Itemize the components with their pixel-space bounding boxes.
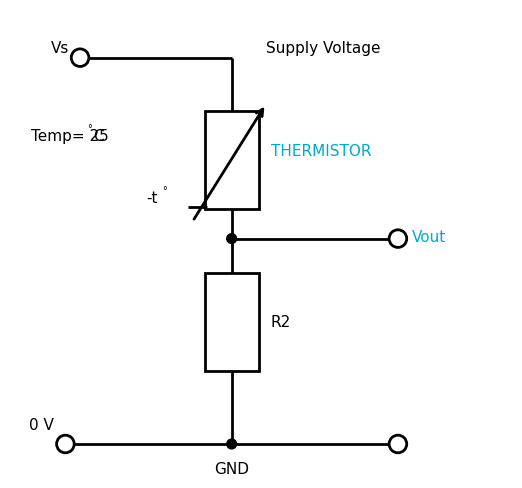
Text: THERMISTOR: THERMISTOR <box>271 144 371 159</box>
Circle shape <box>227 234 236 244</box>
Bar <box>205 112 258 210</box>
Text: -t: -t <box>146 190 158 205</box>
Bar <box>205 273 258 371</box>
Circle shape <box>227 439 236 449</box>
Text: 0 V: 0 V <box>29 417 54 432</box>
Text: C: C <box>93 129 104 144</box>
Text: Vout: Vout <box>412 229 446 244</box>
Text: °: ° <box>87 124 92 134</box>
Text: GND: GND <box>214 461 249 476</box>
Text: °: ° <box>162 186 167 196</box>
Text: Vs: Vs <box>51 41 69 56</box>
Text: Supply Voltage: Supply Voltage <box>266 41 381 56</box>
Text: Temp= 25: Temp= 25 <box>31 129 109 144</box>
Text: R2: R2 <box>271 315 291 329</box>
